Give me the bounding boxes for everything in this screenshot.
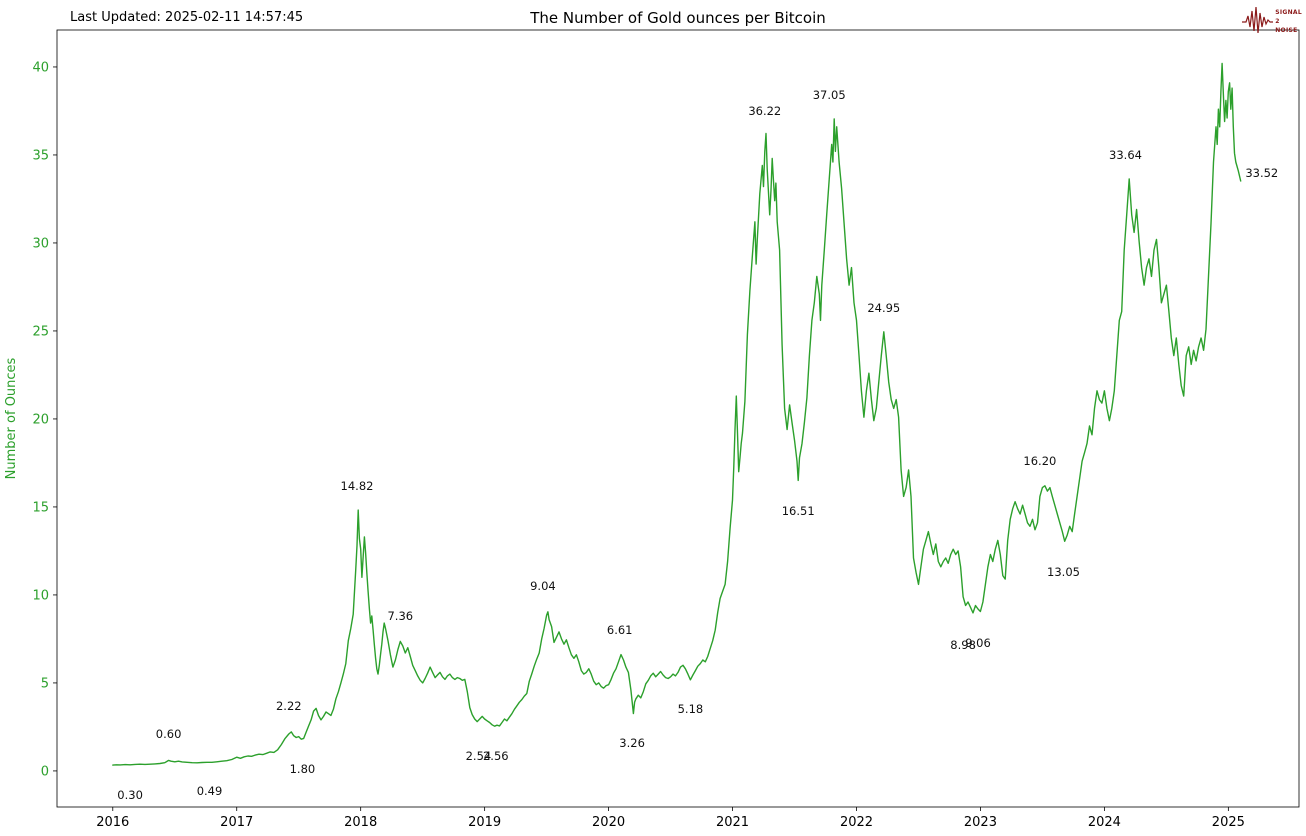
- signal2noise-logo: SIGNAL 2 NOISE: [1242, 2, 1302, 40]
- annotation-24.95: 24.95: [867, 301, 900, 315]
- annotation-1.80: 1.80: [290, 762, 316, 776]
- y-tick-label: 5: [41, 676, 49, 691]
- annotation-0.30: 0.30: [117, 788, 143, 802]
- x-tick-label: 2016: [96, 815, 129, 830]
- logo-line-2: 2: [1275, 17, 1280, 25]
- x-tick-label: 2020: [592, 815, 625, 830]
- x-tick-label: 2022: [840, 815, 873, 830]
- x-tick-label: 2018: [344, 815, 377, 830]
- annotation-13.05: 13.05: [1047, 565, 1080, 579]
- last-updated-label: Last Updated: 2025-02-11 14:57:45: [70, 10, 304, 25]
- annotation-9.04: 9.04: [530, 579, 556, 593]
- x-tick-label: 2021: [716, 815, 749, 830]
- annotation-0.60: 0.60: [156, 727, 182, 741]
- y-tick-label: 0: [41, 764, 49, 779]
- y-tick-label: 25: [32, 324, 49, 339]
- logo-line-3: NOISE: [1275, 26, 1298, 34]
- x-tick-label: 2025: [1212, 815, 1245, 830]
- logo-line-1: SIGNAL: [1275, 8, 1302, 16]
- logo-text: SIGNAL 2 NOISE: [1275, 8, 1302, 35]
- x-tick-label: 2023: [964, 815, 997, 830]
- annotation-14.82: 14.82: [341, 479, 374, 493]
- x-tick-label: 2024: [1088, 815, 1121, 830]
- y-tick-label: 40: [32, 60, 49, 75]
- annotation-2.54: 2.54: [466, 749, 492, 763]
- y-tick-label: 15: [32, 500, 49, 515]
- annotation-0.49: 0.49: [197, 784, 223, 798]
- annotation-37.05: 37.05: [813, 88, 846, 102]
- y-tick-label: 10: [32, 588, 49, 603]
- y-axis-label: Number of Ounces: [4, 357, 19, 479]
- x-tick-label: 2017: [220, 815, 253, 830]
- annotation-7.36: 7.36: [387, 609, 413, 623]
- x-tick-label: 2019: [468, 815, 501, 830]
- annotation-36.22: 36.22: [748, 104, 781, 118]
- plot-border: [56, 29, 1300, 808]
- annotation-2.56: 2.56: [483, 749, 509, 763]
- annotation-3.26: 3.26: [619, 736, 645, 750]
- annotation-8.98: 8.98: [950, 638, 976, 652]
- annotation-5.18: 5.18: [678, 702, 704, 716]
- annotation-33.64: 33.64: [1109, 148, 1142, 162]
- y-tick-label: 30: [32, 236, 49, 251]
- annotation-33.52: 33.52: [1245, 166, 1278, 180]
- annotation-6.61: 6.61: [607, 623, 633, 637]
- chart-line: [112, 62, 1242, 766]
- y-tick-label: 20: [32, 412, 49, 427]
- annotation-2.22: 2.22: [276, 699, 302, 713]
- annotation-16.20: 16.20: [1023, 454, 1056, 468]
- y-tick-label: 35: [32, 148, 49, 163]
- chart-title: The Number of Gold ounces per Bitcoin: [530, 9, 826, 27]
- annotation-16.51: 16.51: [782, 504, 815, 518]
- waveform-icon: [1242, 6, 1274, 34]
- annotation-9.06: 9.06: [965, 636, 991, 650]
